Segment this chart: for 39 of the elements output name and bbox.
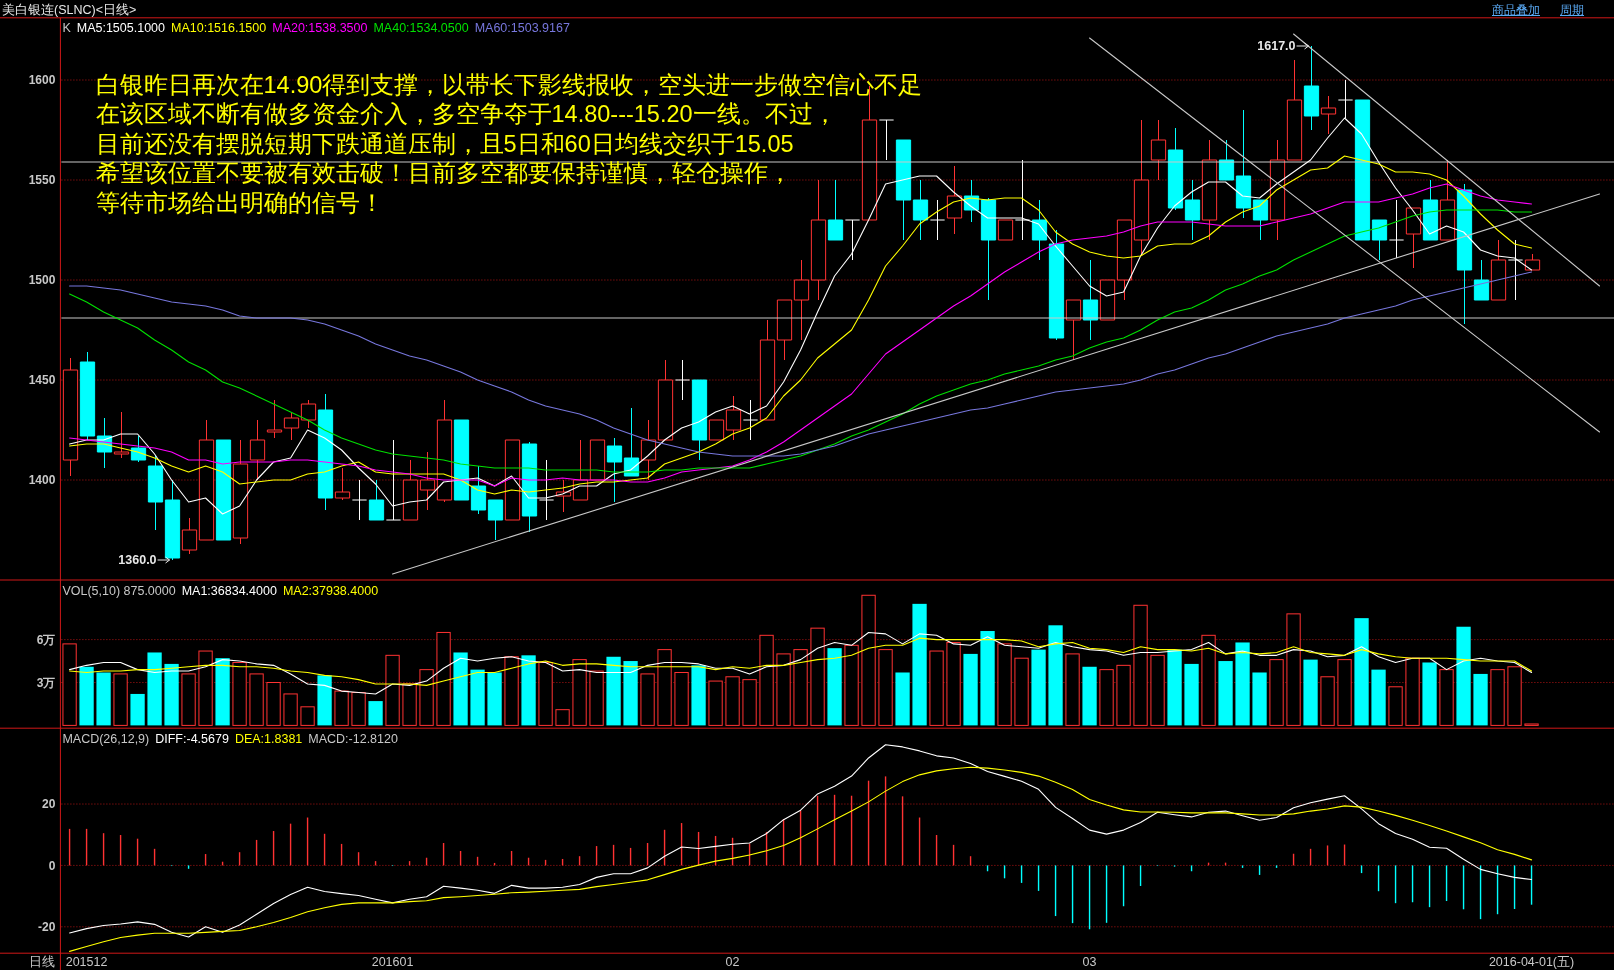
text: MA2:37938.4000	[282, 583, 379, 598]
text: 周期	[1560, 2, 1584, 17]
annotation: 在该区域不断有做多资金介入，多空争夺于14.80---15.20一线。不过，	[95, 101, 837, 128]
x-axis-title: 日线	[29, 955, 56, 969]
y-tick-label: 6万	[36, 632, 56, 647]
annotation: 白银昨日再次在14.90得到支撑，以带长下影线报收，空头进一步做空信心不足	[95, 71, 923, 98]
text: MA40:1534.0500	[373, 21, 469, 36]
y-tick-label: 1600	[28, 73, 56, 88]
text: MA20:1538.3500	[272, 21, 368, 36]
y-tick-label: 1450	[28, 373, 56, 388]
y-tick-label: 20	[42, 797, 56, 812]
annotation: 希望该位置不要被有效击破！目前多空都要保持谨慎，轻仓操作，	[95, 160, 792, 187]
legend-title: K	[62, 21, 72, 36]
text: 商品叠加	[1492, 2, 1540, 17]
legend-title: MACD(26,12,9)	[62, 731, 150, 746]
text: MA10:1516.1500	[171, 21, 267, 36]
legend-title: VOL(5,10) 875.0000	[62, 583, 176, 598]
annotation: MACD:-12.8120	[308, 731, 398, 746]
y-tick-label: -20	[38, 920, 56, 935]
text: 美白银连(SLNC)<日线>	[2, 1, 137, 17]
x-tick-label: 03	[1082, 955, 1097, 969]
text: DIFF:-4.5679	[155, 731, 229, 746]
y-tick-label: 1550	[28, 173, 56, 188]
text: MA60:1503.9167	[474, 21, 570, 36]
y-tick-label: 3万	[36, 675, 56, 690]
x-tick-label: 201512	[65, 955, 108, 969]
text: 1617.0	[1257, 39, 1296, 54]
text: MA1:36834.4000	[181, 583, 277, 598]
y-tick-label: 0	[48, 858, 56, 873]
y-tick-label: 1400	[28, 473, 56, 488]
text: DEA:1.8381	[234, 731, 303, 746]
x-tick-label: 02	[725, 955, 740, 969]
text: MA5:1505.1000	[76, 21, 166, 36]
text: 1360.0	[118, 553, 157, 568]
annotation: 等待市场给出明确的信号！	[95, 189, 384, 216]
x-tick-label: 201601	[371, 955, 414, 969]
y-tick-label: 1500	[28, 273, 56, 288]
annotation: 目前还没有摆脱短期下跌通道压制，且5日和60日均线交织于15.05	[95, 130, 794, 157]
x-tick-label: 2016-04-01(五)	[1488, 955, 1575, 969]
